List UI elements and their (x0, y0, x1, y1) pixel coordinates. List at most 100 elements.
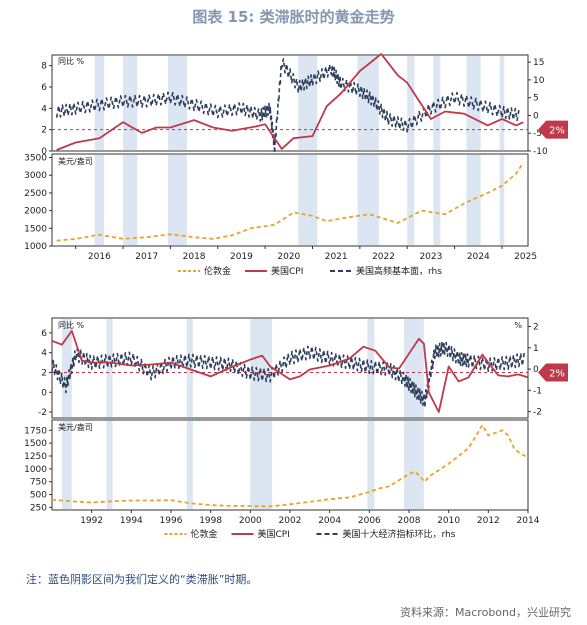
shaded-period (106, 421, 113, 509)
x-tick-label: 2016 (88, 252, 111, 262)
shaded-period (357, 155, 379, 245)
shaded-period (298, 155, 318, 245)
shaded-period (407, 56, 415, 150)
reference-badge-label: 2% (549, 126, 565, 137)
series-us-cpi-line (56, 53, 524, 151)
reference-badge (538, 120, 568, 139)
panel-4-left-tick-label: 1000 (24, 465, 47, 475)
panel-1-right-tick-label: -5 (533, 129, 542, 139)
panel-3-right-tick-label: -1 (533, 386, 542, 396)
shaded-period (466, 56, 481, 150)
panel-3-left-tick-label: 4 (41, 349, 47, 359)
x-tick-label: 1996 (160, 516, 183, 526)
legend-label: 美国十大经济指标环比，rhs (343, 528, 456, 540)
legend-label: 美国高频基本面，rhs (356, 265, 442, 277)
legend-label: 伦敦金 (204, 265, 231, 277)
x-tick-label: 1994 (120, 516, 143, 526)
page-title: 图表 15: 类滞胀时的黄金走势 (192, 8, 395, 26)
shaded-period (407, 155, 415, 245)
shaded-period (250, 319, 273, 417)
shaded-period (499, 56, 505, 150)
shaded-period (61, 421, 72, 509)
panel-3-right-tick-label: 0 (533, 365, 539, 375)
series-us-cpi-line-2 (51, 330, 529, 413)
panel-2-left-tick-label: 1000 (24, 242, 47, 252)
panel-3-right-tick-label: -2 (533, 408, 542, 418)
shaded-period (466, 155, 481, 245)
shaded-period (106, 319, 113, 417)
x-tick-label: 1992 (80, 516, 103, 526)
shaded-period (123, 155, 138, 245)
x-tick-label: 2024 (467, 252, 490, 262)
shaded-period (404, 421, 424, 509)
panel-3-frame (51, 317, 529, 419)
panel-1-left-tick-label: 8 (41, 62, 47, 72)
panel-3-left-tick-label: 0 (41, 388, 47, 398)
x-tick-label: 1998 (199, 516, 222, 526)
shaded-period (168, 155, 187, 245)
series-macro-pmi-line (55, 58, 520, 154)
x-tick-label: 2000 (239, 516, 262, 526)
panel-1-frame (51, 54, 529, 152)
legend-label: 美国CPI (258, 528, 290, 540)
panel-2-left-tick-label: 3000 (24, 171, 47, 181)
panel-4-left-tick-label: 1500 (24, 439, 47, 449)
panel-1-unit-label: 同比 % (58, 56, 85, 66)
x-tick-label: 2008 (398, 516, 421, 526)
reference-badge (538, 363, 568, 382)
series-london-gold-line (56, 162, 525, 242)
x-tick-label: 2019 (230, 252, 253, 262)
series-leading-index-line (51, 341, 525, 409)
panel-4-unit-label: 美元/盎司 (58, 422, 93, 432)
x-tick-label: 2018 (183, 252, 206, 262)
panel-1-right-tick-label: -10 (533, 147, 548, 157)
panel-4-left-tick-label: 1250 (24, 452, 47, 462)
panel-3-right-unit-label: % (514, 321, 522, 330)
reference-badge-label: 2% (549, 368, 565, 379)
shaded-period (186, 421, 193, 509)
panel-3-right-tick-label: 1 (533, 344, 539, 354)
x-tick-label: 2025 (514, 252, 537, 262)
x-tick-label: 2021 (325, 252, 348, 262)
x-tick-label: 2017 (135, 252, 158, 262)
panel-3-left-tick-label: -2 (38, 408, 47, 418)
x-tick-label: 2004 (318, 516, 341, 526)
panel-3-left-tick-label: 2 (41, 368, 47, 378)
panel-2-left-tick-label: 2000 (24, 207, 47, 217)
series-london-gold-line-2 (51, 424, 529, 508)
legend-label: 伦敦金 (191, 528, 218, 540)
panel-2-left-tick-label: 3500 (24, 154, 47, 164)
panel-1-left-tick-label: 2 (41, 126, 47, 136)
footnote: 注：蓝色阴影区间为我们定义的“类滞胀”时期。 (26, 573, 258, 586)
x-tick-label: 2014 (517, 516, 540, 526)
x-tick-label: 2006 (358, 516, 381, 526)
panel-1-right-tick-label: 10 (533, 76, 545, 86)
shaded-period (186, 319, 193, 417)
source-note: 资料来源：Macrobond，兴业研究 (400, 606, 571, 619)
shaded-period (499, 155, 505, 245)
panel-1-right-tick-label: 15 (533, 58, 544, 68)
shaded-period (433, 155, 441, 245)
panel-2-left-tick-label: 1500 (24, 224, 47, 234)
panel-4-left-tick-label: 500 (30, 491, 47, 501)
x-tick-label: 2010 (437, 516, 460, 526)
panel-1-left-tick-label: 0 (41, 147, 47, 157)
panel-1-right-tick-label: 0 (533, 111, 539, 121)
panel-3-left-tick-label: 6 (41, 329, 47, 339)
shaded-period (367, 421, 375, 509)
panel-4-left-tick-label: 250 (30, 503, 47, 513)
panel-4-frame (51, 419, 529, 511)
shaded-period (250, 421, 273, 509)
shaded-period (94, 56, 105, 150)
panel-1-right-tick-label: 5 (533, 94, 539, 104)
panel-3-unit-label: 同比 % (58, 320, 85, 330)
shaded-period (433, 56, 441, 150)
shaded-period (123, 56, 138, 150)
x-tick-label: 2023 (419, 252, 442, 262)
panel-1-left-tick-label: 4 (41, 104, 47, 114)
legend-label: 美国CPI (271, 265, 303, 277)
shaded-period (61, 319, 72, 417)
panel-1-left-tick-label: 6 (41, 83, 47, 93)
panel-3-right-tick-label: 2 (533, 323, 539, 333)
